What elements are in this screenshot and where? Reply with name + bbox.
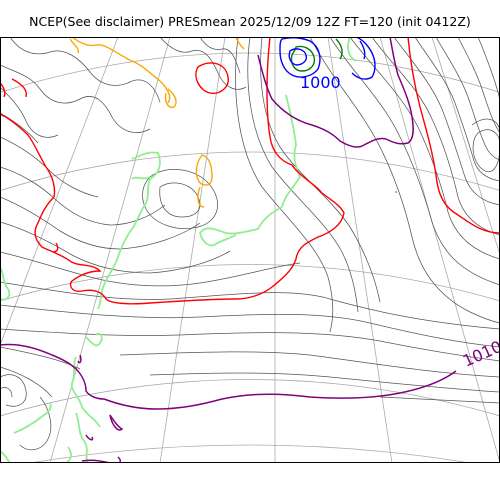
graticule-meridians	[0, 37, 500, 463]
isobar-1010	[0, 37, 457, 463]
isobar-996	[290, 38, 343, 72]
isobar-1016	[0, 37, 500, 305]
thin-isobars	[0, 37, 500, 451]
isobar-1000	[279, 37, 376, 80]
isobar-1020	[69, 37, 245, 208]
grid-dot	[395, 191, 397, 193]
contour-label-1000: 1000	[300, 73, 341, 92]
coastlines	[0, 37, 357, 463]
map-title: NCEP(See disclaimer) PRESmean 2025/12/09…	[29, 14, 471, 29]
graticule-parallels	[0, 52, 500, 463]
pressure-map: 1000 1010	[0, 37, 500, 463]
